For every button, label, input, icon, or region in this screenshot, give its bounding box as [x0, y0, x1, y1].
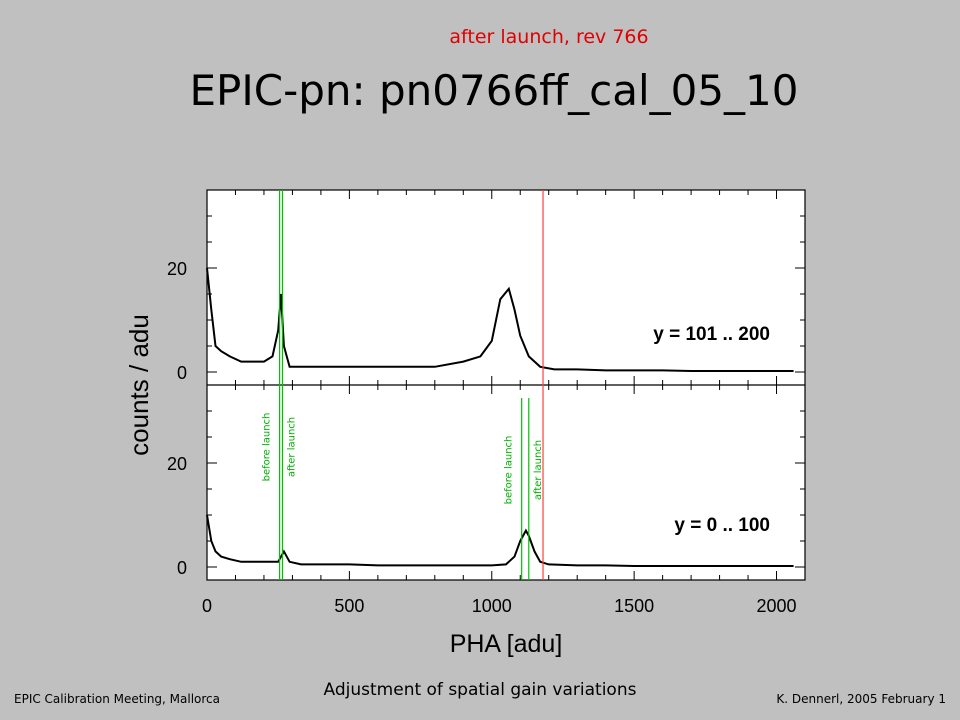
marker-label: after launch	[533, 440, 544, 500]
x-tick-label: 1000	[472, 596, 512, 616]
footer: EPIC Calibration Meeting, Mallorca Adjus…	[0, 680, 960, 720]
footer-right-text: K. Dennerl, 2005 February 1	[776, 692, 946, 706]
slide-title: EPIC-pn: pn0766ff_cal_05_10	[189, 66, 799, 115]
x-tick-label: 500	[334, 596, 364, 616]
spectrum-line-lower	[206, 514, 794, 567]
panel-label: y = 0 .. 100	[674, 515, 770, 536]
slide-subtitle: after launch, rev 766	[449, 26, 649, 48]
y-tick-label: 0	[177, 558, 187, 578]
y-axis-label: counts / adu	[124, 314, 154, 456]
marker-label: after launch	[286, 417, 297, 477]
spectrum-line-upper	[206, 267, 794, 372]
panel-label: y = 101 .. 200	[653, 324, 770, 345]
marker-label: before launch	[262, 413, 273, 482]
x-tick-label: 1500	[614, 596, 654, 616]
footer-left-text: EPIC Calibration Meeting, Mallorca	[14, 692, 221, 706]
marker-label: before launch	[504, 436, 515, 505]
x-axis-label: PHA [adu]	[450, 630, 563, 658]
x-tick-label: 2000	[757, 596, 797, 616]
y-tick-label: 20	[167, 259, 187, 279]
y-tick-label: 0	[177, 363, 187, 383]
footer-center-text: Adjustment of spatial gain variations	[323, 680, 637, 700]
y-tick-label: 20	[167, 454, 187, 474]
x-tick-label: 0	[202, 596, 212, 616]
